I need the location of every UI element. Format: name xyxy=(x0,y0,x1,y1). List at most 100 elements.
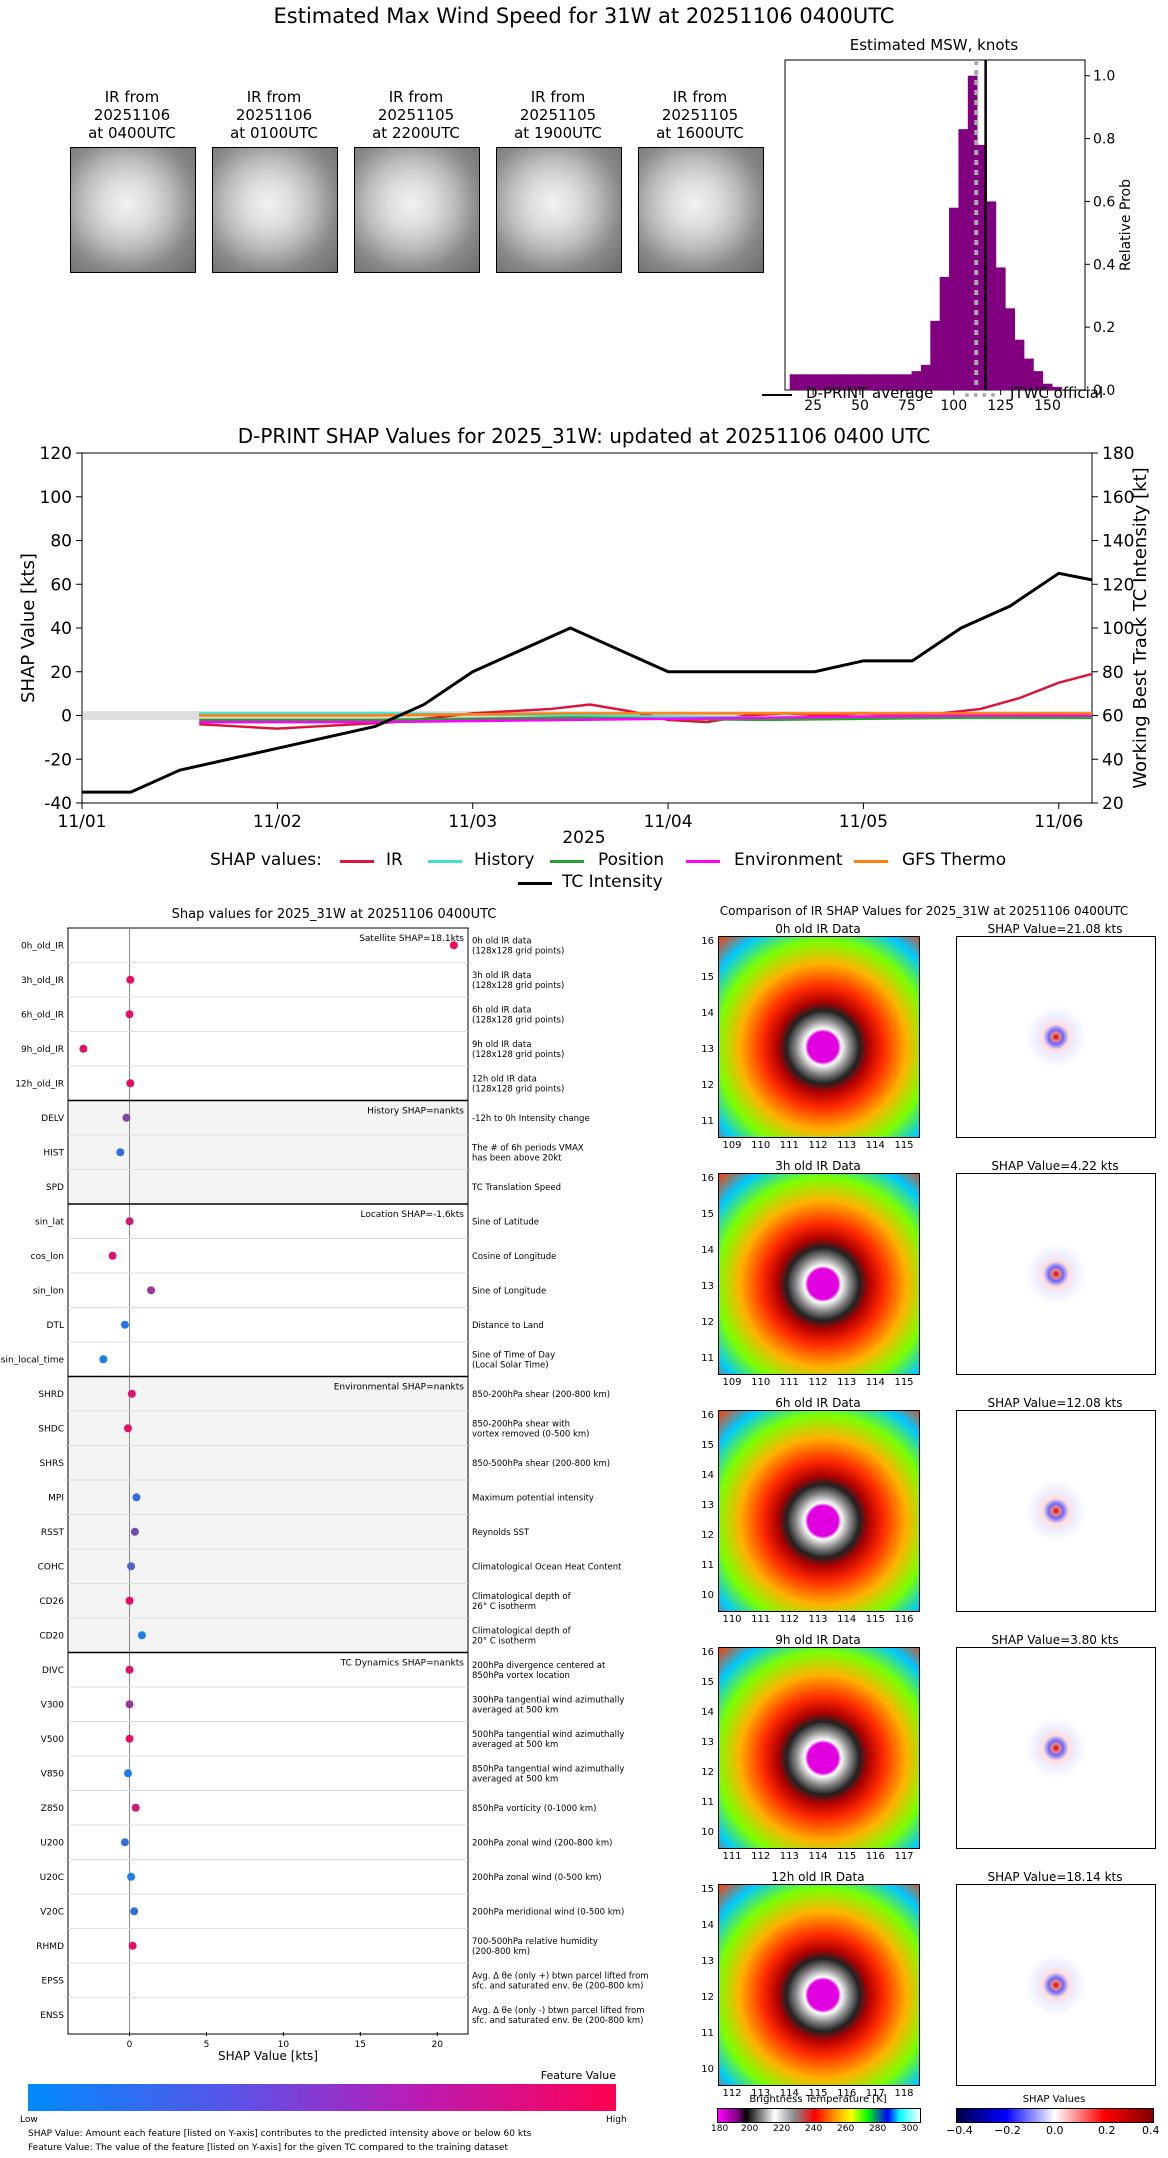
histogram-legend: D-PRINT average JTWC official xyxy=(760,384,1168,406)
histogram-bar xyxy=(789,374,800,390)
feature-description: 500hPa tangential wind azimuthally xyxy=(472,1730,624,1740)
feature-shap-dot xyxy=(128,1941,137,1950)
ir-xtick-label: 114 xyxy=(808,1851,828,1862)
histogram-ylabel: Relative Prob xyxy=(1118,179,1134,271)
legend-gfs-swatch xyxy=(854,860,888,863)
sv-colorbar xyxy=(956,2108,1154,2123)
feature-description: Distance to Land xyxy=(472,1321,544,1331)
feature-name: RSST xyxy=(41,1528,65,1538)
histogram-bar xyxy=(1024,358,1034,390)
ir-ytick-label: 16 xyxy=(701,936,714,947)
histogram-x-ticks: 25 50 75 100 125 150 xyxy=(804,390,1061,410)
feature-description: 20° C isotherm xyxy=(472,1636,536,1646)
thumbnail-caption-5: IR from 20251105 at 1600UTC xyxy=(656,88,744,142)
thumbnail-image-3 xyxy=(354,147,480,273)
feature-description: sfc. and saturated env. θe (200-800 km) xyxy=(472,2016,644,2026)
shap-image xyxy=(956,1410,1156,1612)
legend-position-swatch xyxy=(550,860,584,863)
colorbar-low: Low xyxy=(20,2115,38,2125)
ir-ytick-label: 15 xyxy=(701,1677,714,1688)
feature-shap-dot xyxy=(130,1907,139,1916)
feature-description: Reynolds SST xyxy=(472,1528,530,1538)
ir-ytick-label: 16 xyxy=(701,1173,714,1184)
feature-description: The # of 6h periods VMAX xyxy=(471,1143,584,1153)
histogram-bar xyxy=(892,374,903,390)
timeseries-title: D-PRINT SHAP Values for 2025_31W: update… xyxy=(238,424,930,448)
histogram-bar xyxy=(958,129,969,390)
feature-group-label: TC Dynamics SHAP=nankts xyxy=(340,1659,465,1669)
feature-description: (128x128 grid points) xyxy=(472,1015,564,1025)
ir-xtick-label: 115 xyxy=(865,1614,885,1625)
shap-image xyxy=(956,936,1156,1138)
feature-description: 12h old IR data xyxy=(472,1074,537,1084)
ir-image xyxy=(718,1173,920,1375)
timeseries-ticks: 120 100 80 60 40 20 0 -20 -40 180 160 140 120 100 80 60… xyxy=(40,444,1135,832)
histogram-bar xyxy=(874,374,884,390)
feature-shap-dot xyxy=(125,1596,134,1605)
bt-tick: 300 xyxy=(901,2124,919,2134)
ir-ytick-label: 15 xyxy=(701,1209,714,1220)
feature-xtick-label: 0 xyxy=(127,2040,133,2050)
ir-image xyxy=(718,936,920,1138)
feature-description: 200hPa zonal wind (200-800 km) xyxy=(472,1838,612,1848)
feature-shap-dot xyxy=(125,1010,134,1019)
ir-ytick-label: 11 xyxy=(701,1560,714,1571)
ir-xtick-label: 110 xyxy=(751,1377,771,1388)
histogram-y-ticks: 0.0 0.2 0.4 0.6 0.8 1.0 xyxy=(1085,69,1115,399)
histogram-bar xyxy=(986,201,997,390)
histogram-ytick-label: 0.4 xyxy=(1093,257,1115,273)
feature-description: 26° C isotherm xyxy=(472,1602,536,1612)
sv-tick: 0.0 xyxy=(1046,2124,1064,2137)
ir-xtick-label: 114 xyxy=(779,2088,799,2099)
legend-ir-label: IR xyxy=(386,850,403,870)
msw-histogram: Estimated MSW, knots 25 50 75 100 125 150 0.0… xyxy=(784,36,1134,410)
ir-xtick-label: 112 xyxy=(808,1377,828,1388)
ir-xtick-label: 113 xyxy=(779,1851,799,1862)
feature-xtick-label: 15 xyxy=(355,2040,366,2050)
histogram-xtick-label: 150 xyxy=(1034,398,1061,410)
feature-description: 850-200hPa shear (200-800 km) xyxy=(472,1390,610,1400)
histogram-bar xyxy=(808,374,819,390)
shap-panel-title: SHAP Value=4.22 kts xyxy=(991,1159,1119,1173)
feature-shap-dot xyxy=(120,1838,129,1847)
legend-jtwc-label: JTWC official xyxy=(1010,384,1104,402)
ts-xtick-label: 11/04 xyxy=(644,812,693,832)
histogram-bar xyxy=(799,374,809,390)
timeseries-frame xyxy=(81,452,1093,804)
shap-image xyxy=(956,1173,1156,1375)
ir-xtick-label: 116 xyxy=(837,2088,857,2099)
ts-ytick-right-label: 100 xyxy=(1102,619,1134,639)
feature-shap-dot xyxy=(125,1700,134,1709)
bt-tick: 260 xyxy=(837,2124,855,2134)
legend-tc-swatch xyxy=(518,882,552,885)
feature-name: 0h_old_IR xyxy=(21,941,64,951)
bt-tick: 200 xyxy=(741,2124,759,2134)
feature-name: CD20 xyxy=(39,1631,64,1641)
ir-xtick-label: 112 xyxy=(779,1614,799,1625)
feature-name: cos_lon xyxy=(31,1252,64,1262)
ir-ytick-label: 13 xyxy=(701,1956,714,1967)
series-line-gfs-thermo xyxy=(199,712,1092,717)
ir-panel-title: 3h old IR Data xyxy=(775,1159,861,1173)
feature-description: 850hPa tangential wind azimuthally xyxy=(472,1764,624,1774)
histogram-ytick-label: 0.2 xyxy=(1093,320,1115,336)
ir-xtick-label: 114 xyxy=(865,1377,885,1388)
ts-ytick-right-label: 80 xyxy=(1102,663,1124,683)
feature-shap-dot xyxy=(130,1527,139,1536)
legend-gfs-label: GFS Thermo xyxy=(902,850,1007,870)
feature-description: (128x128 grid points) xyxy=(472,946,564,956)
ir-ytick-label: 16 xyxy=(701,1647,714,1658)
histogram-title: Estimated MSW, knots xyxy=(850,36,1019,54)
feature-description: (128x128 grid points) xyxy=(472,1084,564,1094)
ir-xtick-label: 116 xyxy=(865,1851,885,1862)
histogram-bar xyxy=(1005,308,1015,390)
histogram-bar xyxy=(864,374,875,390)
feature-description: (200-800 km) xyxy=(472,1947,530,1957)
histogram-bar xyxy=(949,207,959,390)
ts-ytick-left-label: -20 xyxy=(44,750,72,770)
sv-tick: 0.2 xyxy=(1098,2124,1116,2137)
ts-ytick-right-label: 60 xyxy=(1102,707,1124,727)
feature-shap-dot xyxy=(99,1355,108,1364)
ir-panel-title: 9h old IR Data xyxy=(775,1633,861,1647)
feature-colorbar xyxy=(28,2084,616,2111)
